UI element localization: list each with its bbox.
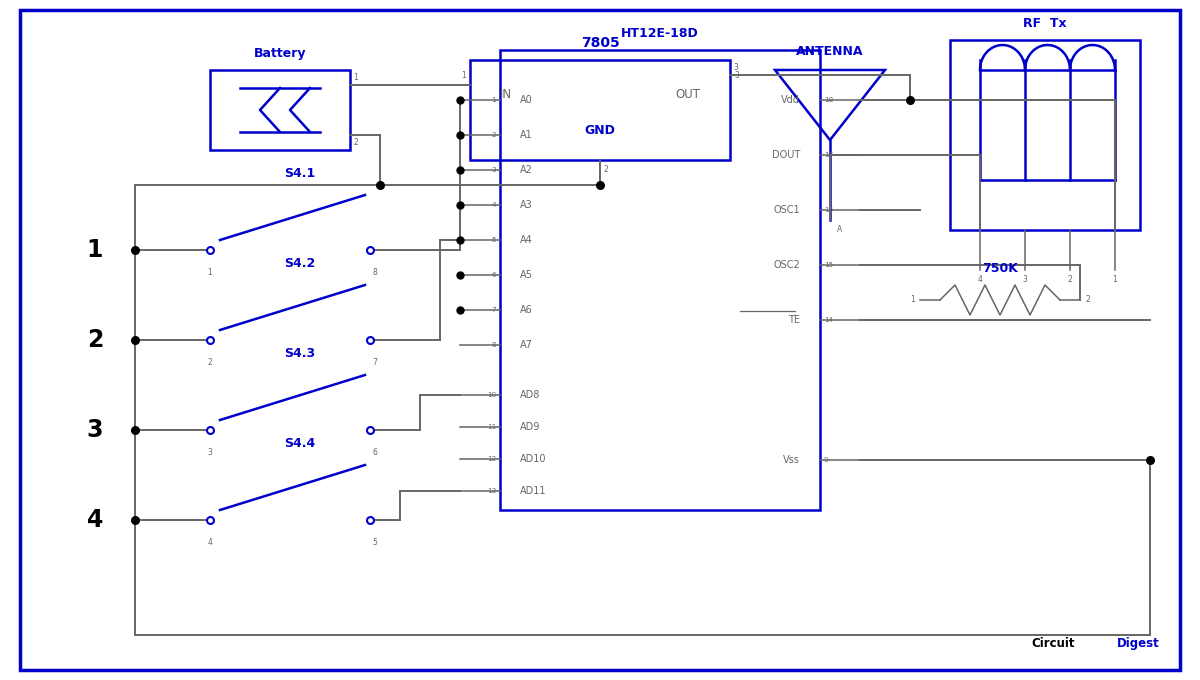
Text: OSC1: OSC1 [773,205,800,215]
Text: 1: 1 [208,268,212,277]
Text: 1: 1 [911,296,916,305]
Text: IN: IN [500,88,512,101]
Text: 4: 4 [208,538,212,547]
Text: Battery: Battery [253,47,306,60]
Text: 2: 2 [491,132,496,138]
Text: 6: 6 [372,448,378,457]
Text: 1: 1 [353,73,358,82]
Text: A: A [838,225,842,234]
Text: 1: 1 [491,97,496,103]
Text: 9: 9 [824,457,829,463]
Text: 750K: 750K [982,262,1018,275]
Text: A5: A5 [520,270,533,280]
Text: AD11: AD11 [520,486,546,496]
Text: Vss: Vss [784,455,800,465]
Text: 1: 1 [1112,275,1117,284]
Text: S4.3: S4.3 [284,347,316,360]
Text: 1: 1 [461,71,466,80]
Text: 5: 5 [491,237,496,243]
Text: 3: 3 [208,448,212,457]
Text: 8: 8 [373,268,377,277]
Text: 18: 18 [824,97,833,103]
Text: 11: 11 [487,424,496,430]
Text: RF  Tx: RF Tx [1024,17,1067,30]
Text: A1: A1 [520,130,533,140]
Text: 10: 10 [487,392,496,398]
Text: 15: 15 [824,262,833,268]
Text: HT12E-18D: HT12E-18D [622,27,698,40]
Text: 2: 2 [208,358,212,367]
Text: 2: 2 [86,328,103,352]
Text: GND: GND [584,124,616,137]
Text: AD9: AD9 [520,422,540,432]
Text: 4: 4 [978,275,983,284]
Text: 17: 17 [824,152,833,158]
Text: Vdd: Vdd [781,95,800,105]
Text: S4.4: S4.4 [284,437,316,450]
Text: 7: 7 [372,358,378,367]
Text: A0: A0 [520,95,533,105]
Text: OSC2: OSC2 [773,260,800,270]
Text: 3: 3 [86,418,103,442]
Text: 2: 2 [1085,296,1090,305]
Text: AD10: AD10 [520,454,546,464]
Text: OUT: OUT [674,88,700,101]
Text: A7: A7 [520,340,533,350]
Text: 3: 3 [1022,275,1027,284]
Text: 5: 5 [372,538,378,547]
Text: 12: 12 [487,456,496,462]
Text: 3: 3 [734,71,739,80]
Text: 14: 14 [824,317,833,323]
Text: A4: A4 [520,235,533,245]
Text: ANTENNA: ANTENNA [797,45,864,58]
Bar [210,70,350,150]
Text: 7805: 7805 [581,36,619,50]
Text: DOUT: DOUT [772,150,800,160]
Text: 1: 1 [86,238,103,262]
Text: TE: TE [788,315,800,325]
Text: Digest: Digest [1117,637,1160,650]
Text: 16: 16 [824,207,833,213]
Text: 2: 2 [604,165,608,174]
Text: 2: 2 [1068,275,1073,284]
Text: A2: A2 [520,165,533,175]
Bar [950,40,1140,230]
Text: 7: 7 [491,307,496,313]
Text: 6: 6 [491,272,496,278]
Text: A3: A3 [520,200,533,210]
Text: 2: 2 [353,138,358,147]
Bar [500,50,820,510]
Text: 8: 8 [491,342,496,348]
Text: 3: 3 [733,63,738,72]
Text: S4.1: S4.1 [284,167,316,180]
Text: 3: 3 [491,167,496,173]
Text: 4: 4 [86,508,103,532]
Text: 13: 13 [487,488,496,494]
Text: Circuit: Circuit [1032,637,1075,650]
Text: S4.2: S4.2 [284,257,316,270]
Text: 4: 4 [491,202,496,208]
Text: AD8: AD8 [520,390,540,400]
Text: A6: A6 [520,305,533,315]
Bar [470,60,730,160]
